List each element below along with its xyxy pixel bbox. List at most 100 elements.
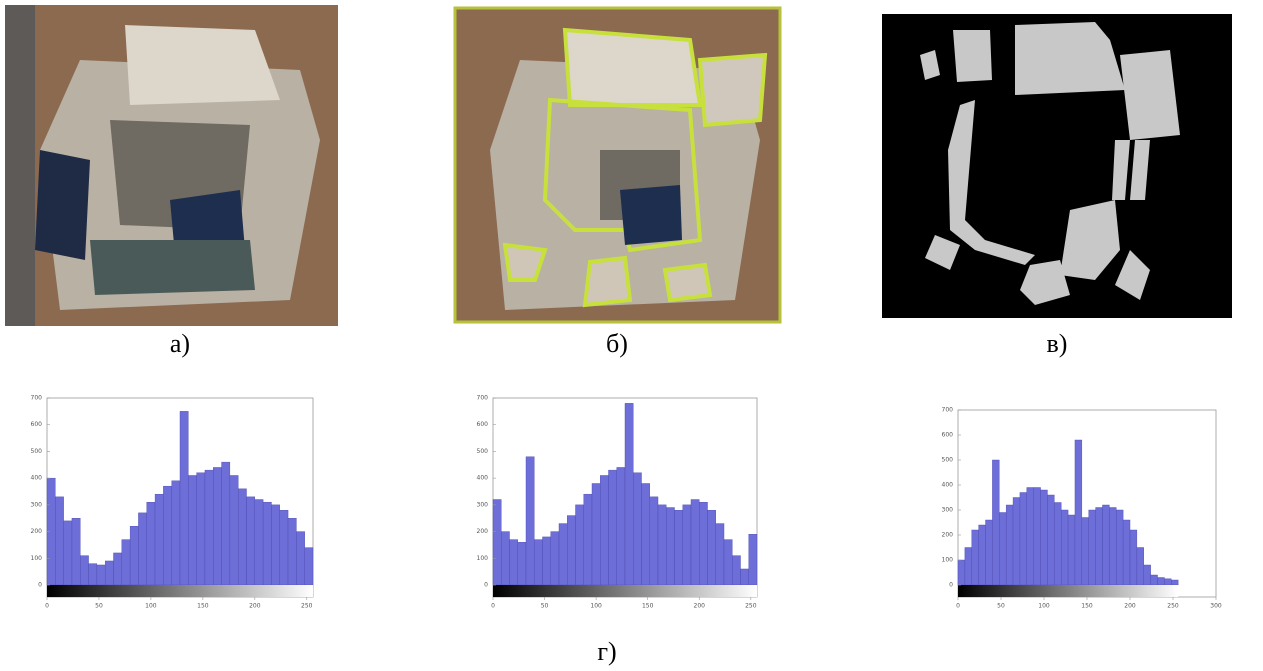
bar <box>55 497 63 585</box>
bar <box>1109 508 1116 586</box>
bar <box>724 540 732 585</box>
bar <box>1116 510 1123 585</box>
aerial-image <box>5 5 338 326</box>
bar <box>64 521 72 585</box>
bar <box>180 411 188 585</box>
bar <box>666 508 674 585</box>
bar <box>97 565 105 585</box>
bar <box>238 489 246 585</box>
bar <box>1082 518 1089 586</box>
bar <box>979 525 986 585</box>
bar <box>296 532 304 585</box>
bar <box>247 497 255 585</box>
y-tick-label: 200 <box>942 532 954 539</box>
bar <box>1102 505 1109 585</box>
y-tick-label: 300 <box>942 507 954 514</box>
x-tick-label: 0 <box>45 603 49 610</box>
bar <box>493 500 501 585</box>
panel-label: г) <box>597 637 616 666</box>
bar <box>625 403 633 585</box>
y-tick-label: 400 <box>31 475 43 482</box>
x-tick-label: 200 <box>1124 603 1136 610</box>
y-tick-label: 300 <box>31 501 43 508</box>
bar <box>576 505 584 585</box>
panel-label: б) <box>606 329 628 358</box>
bar <box>1054 503 1061 586</box>
y-tick-label: 700 <box>942 407 954 414</box>
bar <box>197 473 205 585</box>
bar <box>732 556 740 585</box>
bar <box>1006 505 1013 585</box>
bar <box>280 510 288 585</box>
x-tick-label: 300 <box>1210 603 1222 610</box>
bar <box>271 505 279 585</box>
x-tick-label: 150 <box>1081 603 1093 610</box>
bar <box>958 560 965 585</box>
y-tick-label: 200 <box>477 528 489 535</box>
bar <box>188 475 196 585</box>
bar <box>749 534 757 585</box>
segmented-image <box>455 8 780 322</box>
y-tick-label: 0 <box>949 582 953 589</box>
y-tick-label: 600 <box>942 432 954 439</box>
x-tick-label: 250 <box>1167 603 1179 610</box>
panel-label: в) <box>1047 329 1068 358</box>
colorbar <box>958 585 1178 597</box>
y-tick-label: 300 <box>477 501 489 508</box>
bar <box>501 532 509 585</box>
bar <box>650 497 658 585</box>
bar <box>716 524 724 585</box>
bar <box>172 481 180 585</box>
y-tick-label: 100 <box>942 557 954 564</box>
bar <box>1171 580 1178 585</box>
bar <box>130 526 138 585</box>
mask-image <box>882 14 1232 318</box>
bar <box>1020 493 1027 586</box>
bar <box>633 473 641 585</box>
bar <box>617 467 625 585</box>
bar <box>1164 579 1171 585</box>
bar <box>1137 548 1144 586</box>
bar <box>741 569 749 585</box>
x-tick-label: 250 <box>745 603 757 610</box>
bar <box>675 510 683 585</box>
bar <box>155 494 163 585</box>
x-tick-label: 100 <box>590 603 602 610</box>
bar <box>592 483 600 585</box>
figure: а) б) в) г) 0100200300400500600700050100… <box>0 0 1263 671</box>
bar <box>222 462 230 585</box>
colorbar <box>493 585 757 597</box>
colorbar <box>47 585 313 597</box>
y-tick-label: 0 <box>484 582 488 589</box>
bar <box>683 505 691 585</box>
bar <box>122 540 130 585</box>
bar <box>1013 498 1020 586</box>
bar <box>1158 578 1165 586</box>
y-tick-label: 500 <box>31 448 43 455</box>
bar <box>1034 488 1041 586</box>
bar <box>691 500 699 585</box>
bar <box>708 510 716 585</box>
y-tick-label: 500 <box>477 448 489 455</box>
bar <box>1123 520 1130 585</box>
bar <box>1068 515 1075 585</box>
bar <box>163 486 171 585</box>
bar <box>213 467 221 585</box>
bar <box>567 516 575 585</box>
x-tick-label: 250 <box>301 603 313 610</box>
bar <box>147 502 155 585</box>
y-tick-label: 0 <box>38 582 42 589</box>
y-tick-label: 700 <box>477 395 489 402</box>
bar <box>230 475 238 585</box>
bar <box>89 564 97 585</box>
x-tick-label: 100 <box>1038 603 1050 610</box>
y-tick-label: 600 <box>31 421 43 428</box>
bar <box>72 518 80 585</box>
bar <box>1089 510 1096 585</box>
bar <box>972 530 979 585</box>
bar <box>992 460 999 585</box>
bar <box>1130 530 1137 585</box>
bar <box>114 553 122 585</box>
bar <box>518 542 526 585</box>
bar <box>600 475 608 585</box>
